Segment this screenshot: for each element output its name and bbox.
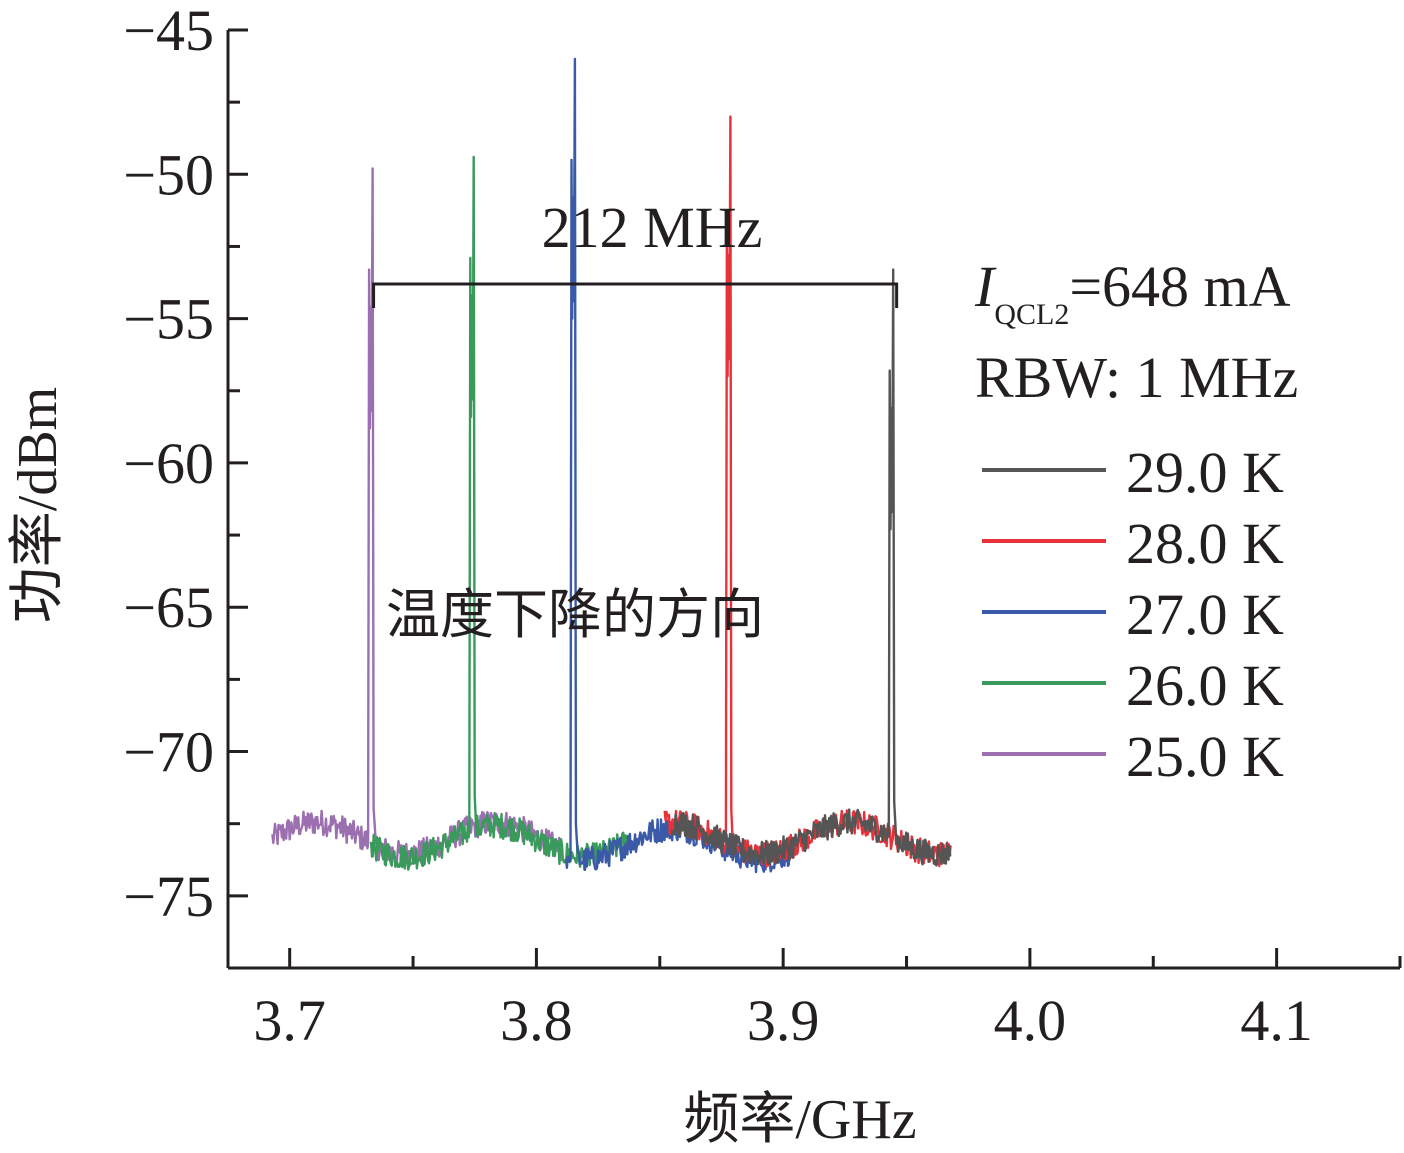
- series-29-0-k: [670, 268, 952, 867]
- series-26-0-k: [369, 155, 631, 871]
- x-tick-label: 3.8: [500, 988, 573, 1053]
- trace-line: [369, 155, 631, 871]
- x-tick-label: 3.7: [253, 988, 326, 1053]
- y-tick-label: −60: [123, 431, 214, 496]
- legend-item: 25.0 K: [982, 724, 1284, 789]
- rbw-label: RBW: 1 MHz: [975, 345, 1298, 410]
- trace-line: [670, 268, 952, 867]
- y-tick-label: −65: [123, 575, 214, 640]
- frequency-span-bracket: [372, 282, 899, 308]
- legend-label: 25.0 K: [1126, 724, 1284, 789]
- legend-item: 26.0 K: [982, 653, 1284, 718]
- series-25-0-k: [271, 167, 562, 868]
- axes: −45 −50 −55 −60 −65 −70 −75 3.7 3.8 3.9 4.0 4.1: [123, 0, 1402, 1053]
- legend-label: 29.0 K: [1126, 440, 1284, 505]
- y-tick-label: −45: [123, 0, 214, 63]
- legend-item: 29.0 K: [982, 440, 1284, 505]
- x-tick-label: 4.1: [1240, 988, 1313, 1053]
- temperature-direction-annotation: 温度下降的方向: [386, 583, 764, 646]
- legend-label: 28.0 K: [1126, 511, 1284, 576]
- current-condition: IQCL2=648 mA: [974, 254, 1291, 331]
- current-subscript: QCL2: [994, 298, 1069, 331]
- legend: 29.0 K28.0 K27.0 K26.0 K25.0 K: [982, 440, 1284, 789]
- current-value: =648 mA: [1069, 254, 1290, 319]
- legend-label: 26.0 K: [1126, 653, 1284, 718]
- bracket-line: [372, 282, 899, 308]
- legend-item: 28.0 K: [982, 511, 1284, 576]
- x-axis-title: 频率/GHz: [683, 1089, 916, 1148]
- bracket-label: 212 MHz: [542, 195, 763, 260]
- y-tick-label: −55: [123, 287, 214, 352]
- trace-line: [564, 57, 797, 874]
- y-axis-title: 功率/dBm: [7, 387, 69, 623]
- y-tick-label: −70: [123, 720, 214, 785]
- series-27-0-k: [564, 57, 797, 874]
- current-symbol: I: [974, 254, 997, 319]
- legend-label: 27.0 K: [1126, 582, 1284, 647]
- y-tick-label: −50: [123, 142, 214, 207]
- x-tick-label: 3.9: [747, 988, 820, 1053]
- y-tick-label: −75: [123, 864, 214, 929]
- x-tick-label: 4.0: [994, 988, 1067, 1053]
- trace-line: [271, 167, 562, 868]
- legend-item: 27.0 K: [982, 582, 1284, 647]
- series-traces: [271, 57, 952, 874]
